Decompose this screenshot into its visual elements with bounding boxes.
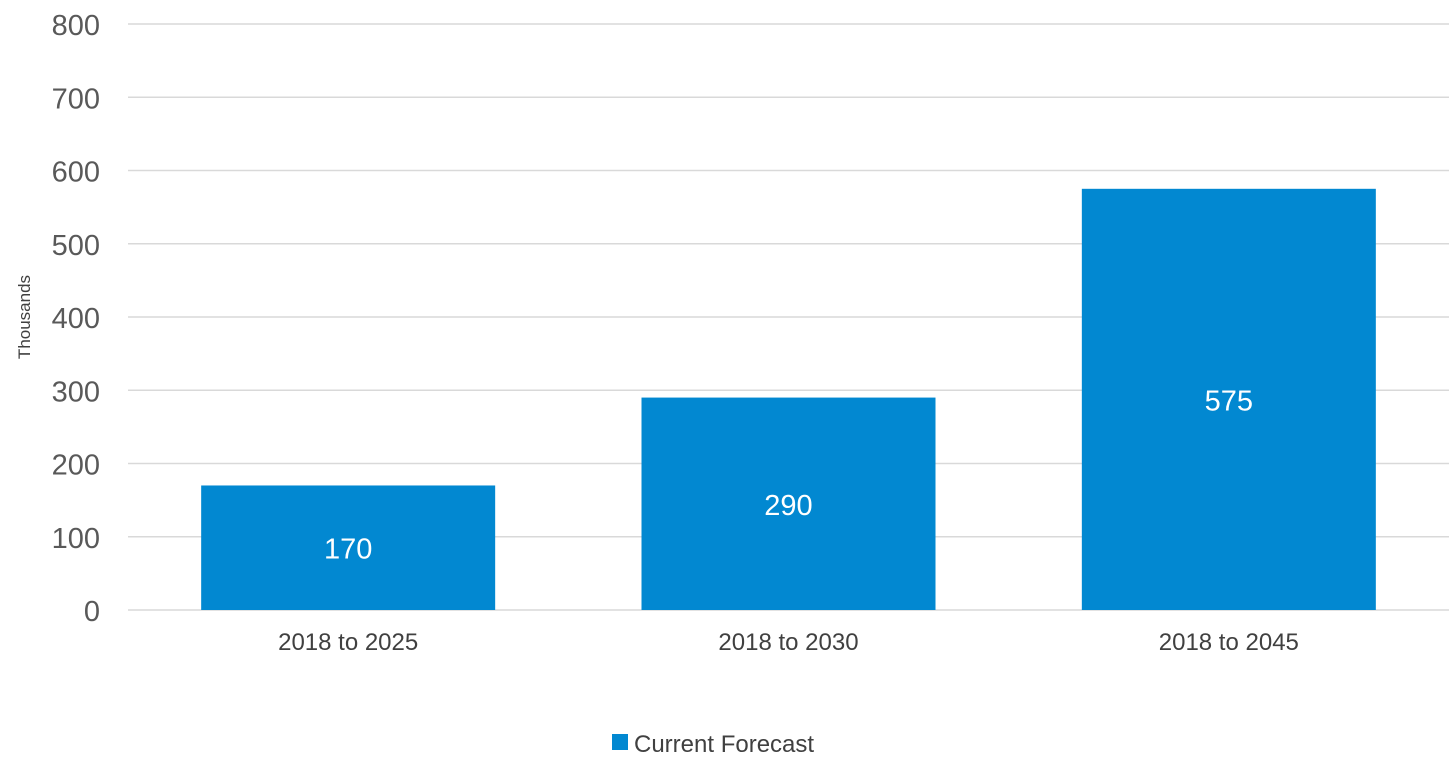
y-tick-label: 400: [52, 303, 100, 335]
y-axis-label: Thousands: [15, 275, 34, 359]
x-tick-label: 2018 to 2030: [718, 629, 858, 656]
x-axis-ticks: 2018 to 2025 2018 to 2030 2018 to 2045: [278, 629, 1299, 656]
legend: Current Forecast: [612, 731, 814, 757]
y-tick-label: 300: [52, 376, 100, 408]
data-label: 290: [764, 490, 812, 522]
y-tick-label: 500: [52, 230, 100, 262]
bar: [1081, 188, 1376, 610]
y-tick-label: 0: [84, 596, 100, 628]
y-tick-label: 800: [52, 10, 100, 42]
y-tick-label: 100: [52, 523, 100, 555]
legend-swatch-current-forecast: [612, 734, 628, 750]
y-tick-label: 700: [52, 83, 100, 115]
bars: [201, 188, 1376, 610]
y-axis-ticks: 0 100 200 300 400 500 600 700 800: [52, 10, 100, 628]
x-tick-label: 2018 to 2025: [278, 629, 418, 656]
legend-label-current-forecast: Current Forecast: [634, 731, 814, 757]
data-label: 575: [1205, 385, 1253, 417]
bar: [641, 397, 936, 610]
y-tick-label: 200: [52, 450, 100, 482]
data-labels: 170 290 575: [324, 385, 1253, 565]
bar: [201, 485, 496, 610]
y-tick-label: 600: [52, 157, 100, 189]
data-label: 170: [324, 534, 372, 566]
x-tick-label: 2018 to 2045: [1159, 629, 1299, 656]
